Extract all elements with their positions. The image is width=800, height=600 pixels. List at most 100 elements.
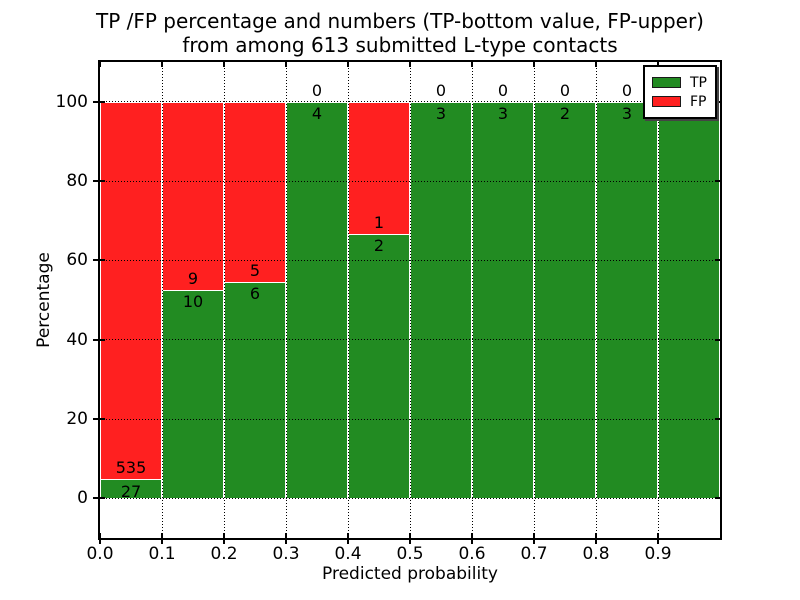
tp-count-label-0.0-0.1: 27 — [120, 481, 142, 501]
x-tick-label-0.3: 0.3 — [272, 544, 300, 564]
y-tick-label-0: 0 — [77, 488, 88, 509]
gridline-x-0.5 — [409, 62, 411, 538]
y-tick-right-80 — [715, 180, 720, 182]
bar-fp-0.1-0.2 — [162, 101, 224, 290]
tp-count-label-0.6-0.7: 3 — [497, 104, 509, 124]
x-tick-0.3 — [285, 533, 287, 544]
x-tick-0.6 — [471, 533, 473, 544]
bar-fp-0.4-0.5 — [348, 101, 410, 234]
x-tick-0.4 — [347, 533, 349, 544]
x-tick-label-0.2: 0.2 — [210, 544, 238, 564]
x-tick-top-0.5 — [409, 62, 411, 67]
x-tick-label-0.7: 0.7 — [520, 544, 548, 564]
y-tick-right-20 — [715, 418, 720, 420]
y-tick-40 — [93, 338, 105, 341]
legend-item-fp: FP — [652, 92, 715, 111]
x-tick-0.0 — [99, 533, 101, 544]
bar-tp-0.6-0.7 — [472, 101, 534, 499]
x-tick-top-0.2 — [223, 62, 225, 67]
x-tick-label-0.4: 0.4 — [334, 544, 362, 564]
tp-legend-label: TP — [690, 74, 707, 91]
tp-count-label-0.2-0.3: 6 — [249, 284, 261, 304]
tp-count-label-0.3-0.4: 4 — [311, 104, 323, 124]
legend: TP FP — [643, 65, 717, 119]
y-tick-0 — [93, 497, 105, 500]
gridline-x-0.2 — [223, 62, 225, 538]
fp-count-label-0.3-0.4: 0 — [311, 80, 323, 100]
fp-legend-label: FP — [690, 93, 707, 110]
x-tick-top-0.1 — [161, 62, 163, 67]
gridline-x-0.1 — [161, 62, 163, 538]
tp-legend-swatch — [652, 77, 681, 88]
tp-count-label-0.7-0.8: 2 — [559, 104, 571, 124]
y-tick-label-80: 80 — [66, 171, 88, 191]
x-tick-top-0.6 — [471, 62, 473, 67]
fp-count-label-0.5-0.6: 0 — [435, 80, 447, 100]
gridline-y-60 — [100, 259, 720, 261]
y-tick-label-60: 60 — [66, 250, 88, 271]
fp-legend-swatch — [652, 96, 681, 107]
gridline-x-0.4 — [347, 62, 349, 538]
y-tick-label-100: 100 — [55, 91, 88, 112]
tp-count-label-0.8-0.9: 3 — [621, 104, 633, 124]
tp-count-label-0.1-0.2: 10 — [182, 292, 204, 312]
chart-title: TP /FP percentage and numbers (TP-bottom… — [10, 9, 790, 57]
tp-count-label-0.4-0.5: 2 — [373, 236, 385, 256]
bar-tp-0.5-0.6 — [410, 101, 472, 499]
gridline-x-0.7 — [533, 62, 535, 538]
bar-tp-0.4-0.5 — [348, 233, 410, 499]
x-tick-0.5 — [409, 533, 411, 544]
gridline-y-100 — [100, 101, 720, 103]
x-tick-top-0.3 — [285, 62, 287, 67]
x-tick-label-0.9: 0.9 — [644, 544, 672, 564]
x-tick-label-0.6: 0.6 — [458, 544, 486, 564]
x-tick-0.7 — [533, 533, 535, 544]
bar-tp-0.2-0.3 — [224, 281, 286, 499]
gridline-x-0.8 — [595, 62, 597, 538]
y-tick-label-40: 40 — [66, 329, 88, 350]
x-tick-top-0.0 — [99, 62, 101, 67]
x-tick-label-0.8: 0.8 — [582, 544, 610, 564]
tp-count-label-0.5-0.6: 3 — [435, 104, 447, 124]
x-tick-0.8 — [595, 533, 597, 544]
bar-tp-0.8-0.9 — [596, 101, 658, 499]
legend-item-tp: TP — [652, 73, 715, 92]
y-tick-100 — [93, 100, 105, 103]
gridline-x-0.6 — [471, 62, 473, 538]
x-tick-top-0.4 — [347, 62, 349, 67]
gridline-x-0.3 — [285, 62, 287, 538]
bar-tp-0.1-0.2 — [162, 289, 224, 499]
y-tick-80 — [93, 180, 105, 182]
gridline-x-0.9 — [657, 62, 659, 538]
y-tick-60 — [93, 259, 105, 262]
x-tick-top-0.7 — [533, 62, 535, 67]
bar-tp-0.7-0.8 — [534, 101, 596, 499]
fp-count-label-0.4-0.5: 1 — [373, 212, 385, 232]
y-tick-right-60 — [715, 259, 720, 262]
x-tick-top-0.8 — [595, 62, 597, 67]
plot-area: TP FP 5352791056041203030203030.00.10.20… — [56, 60, 722, 563]
y-tick-right-40 — [715, 338, 720, 341]
fp-count-label-0.6-0.7: 0 — [497, 80, 509, 100]
y-tick-20 — [93, 418, 105, 420]
chart-title-line1: TP /FP percentage and numbers (TP-bottom… — [96, 9, 704, 33]
x-tick-0.1 — [161, 533, 163, 544]
fp-count-label-0.1-0.2: 9 — [187, 268, 199, 288]
bar-fp-0.0-0.1 — [100, 101, 162, 480]
fp-count-label-0.7-0.8: 0 — [559, 80, 571, 100]
y-tick-right-0 — [715, 497, 720, 500]
fp-count-label-0.2-0.3: 5 — [249, 260, 261, 280]
gridline-y-40 — [100, 339, 720, 341]
bar-tp-0.9-1.0 — [658, 101, 720, 499]
x-tick-label-0.1: 0.1 — [148, 544, 176, 564]
y-tick-right-100 — [715, 100, 720, 103]
gridline-y-80 — [100, 180, 720, 182]
bar-fp-0.2-0.3 — [224, 101, 286, 282]
gridline-y-20 — [100, 418, 720, 420]
x-axis-label: Predicted probability — [322, 564, 498, 584]
x-tick-label-0.0: 0.0 — [86, 544, 114, 564]
fp-count-label-0.0-0.1: 535 — [115, 458, 147, 478]
bar-tp-0.3-0.4 — [286, 101, 348, 499]
chart-title-line2: from among 613 submitted L-type contacts — [182, 33, 618, 57]
